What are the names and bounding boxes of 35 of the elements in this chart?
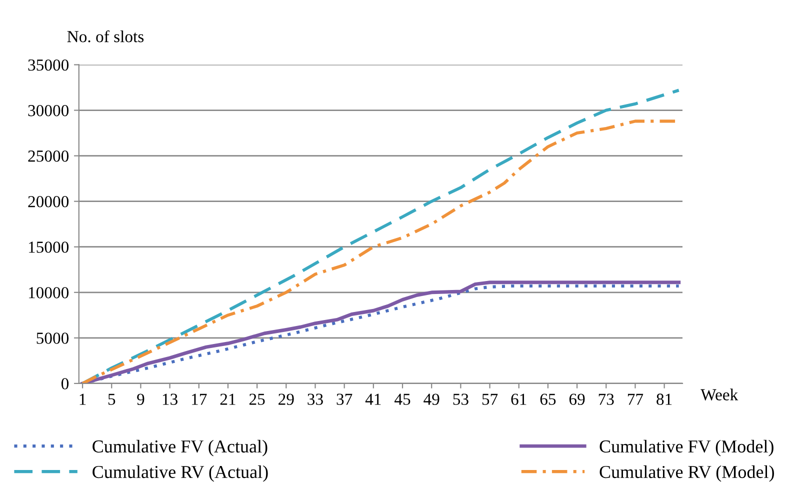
x-tick-label: 81	[656, 394, 672, 405]
x-axis-title: Week	[700, 388, 738, 400]
x-tick-label: 45	[394, 394, 410, 405]
x-tick-label: 33	[308, 394, 323, 405]
x-tick-label: 37	[336, 394, 352, 405]
legend-label: Cumulative FV (Actual)	[92, 440, 268, 456]
x-tick-label: 21	[220, 394, 236, 405]
x-tick-label: 77	[628, 394, 644, 405]
y-tick-label: 25000	[28, 150, 69, 162]
legend-label: Cumulative RV (Actual)	[92, 465, 268, 482]
x-tick-label: 61	[511, 394, 526, 405]
x-tick-label: 69	[569, 394, 585, 405]
y-tick-label: 30000	[28, 104, 69, 116]
x-tick-label: 5	[108, 394, 116, 405]
y-axis-title: No. of slots	[67, 30, 144, 42]
x-tick-label: 65	[540, 394, 556, 405]
x-tick-label: 9	[137, 394, 144, 405]
x-tick-label: 49	[424, 394, 440, 405]
y-tick-label: 15000	[28, 242, 69, 253]
y-tick-label: 5000	[36, 332, 69, 344]
legend-label: Cumulative RV (Model)	[600, 465, 774, 482]
x-tick-label: 13	[162, 394, 178, 405]
y-tick-label: 10000	[28, 287, 69, 298]
legend-label: Cumulative FV (Model)	[600, 440, 774, 456]
x-tick-label: 57	[482, 394, 498, 405]
y-tick-label: 35000	[28, 59, 69, 71]
x-tick-label: 25	[249, 394, 265, 405]
y-tick-label: 20000	[28, 196, 69, 208]
x-tick-label: 17	[192, 394, 207, 405]
x-tick-label: 73	[598, 394, 614, 405]
x-tick-label: 41	[365, 394, 381, 405]
y-tick-label: 0	[61, 378, 69, 390]
x-tick-label: 29	[278, 394, 294, 405]
x-tick-label: 53	[453, 394, 468, 405]
x-tick-label: 1	[80, 394, 86, 405]
